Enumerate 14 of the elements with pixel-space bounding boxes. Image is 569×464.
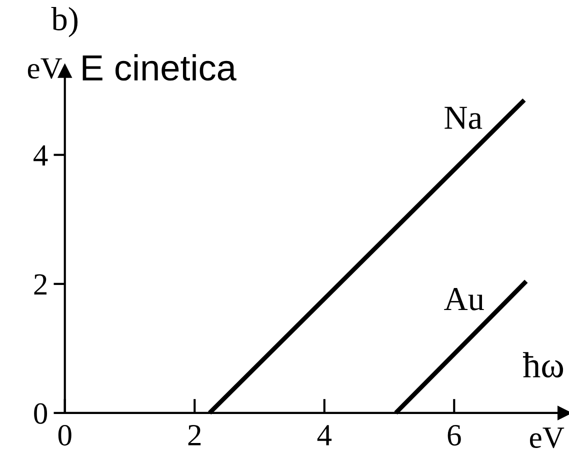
y-tick-label: 2 bbox=[34, 274, 47, 295]
y-tick-label: 0 bbox=[34, 403, 48, 424]
y-tick-label: 4 bbox=[34, 145, 48, 166]
chart-title: b) bbox=[51, 6, 78, 38]
x-tick-label: 4 bbox=[317, 425, 332, 446]
y-axis-title: E cinetica bbox=[82, 54, 236, 81]
x-tick-label: 6 bbox=[448, 425, 461, 446]
x-tick-label: 2 bbox=[188, 425, 201, 446]
series-label: Au bbox=[444, 288, 484, 310]
x-axis-title: ħω bbox=[522, 352, 564, 378]
text: eV bbox=[28, 58, 62, 79]
x-tick-label: 0 bbox=[58, 424, 72, 446]
series-label: Na bbox=[444, 106, 482, 130]
text: eV bbox=[530, 428, 564, 448]
